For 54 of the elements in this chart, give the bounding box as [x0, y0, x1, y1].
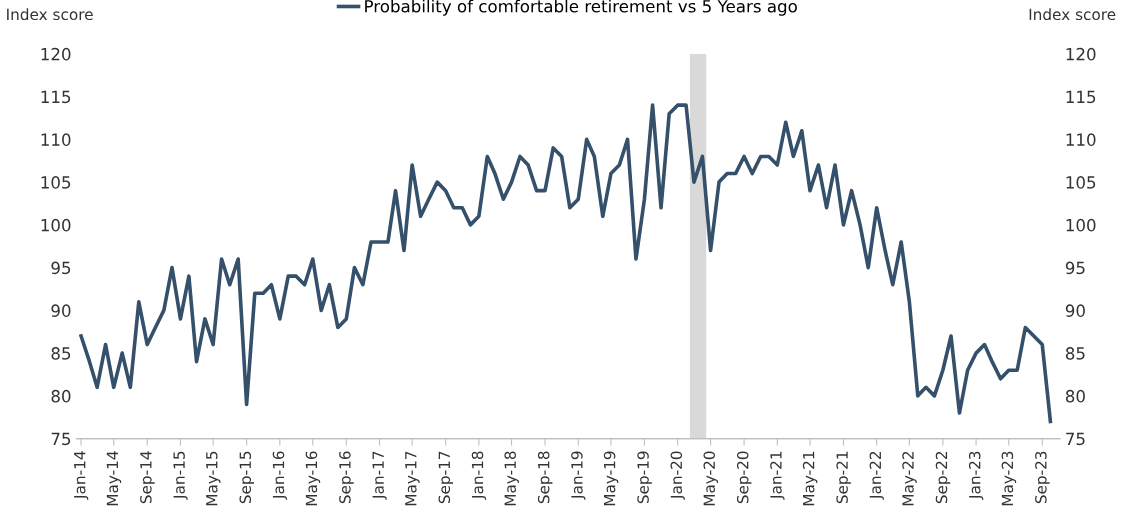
x-tick-label: Jan-16: [272, 451, 288, 500]
legend-label: Probability of comfortable retirement vs 5 Years ago: [365, 0, 797, 16]
line-series: [79, 103, 1053, 424]
x-tick-label: Sep-23: [1035, 451, 1050, 504]
y2-tick-label: 90: [1065, 304, 1085, 317]
x-tick-label: Jan-19: [571, 451, 586, 500]
x-tick-label: May-21: [802, 451, 818, 506]
x-tick-label: May-19: [603, 451, 619, 506]
y-tick-label: 120: [41, 47, 71, 61]
x-tick-label: May-22: [902, 451, 917, 506]
y2-tick-label: 110: [1066, 133, 1096, 146]
x-tick-label: May-16: [305, 451, 321, 506]
x-tick-label: Sep-19: [637, 451, 652, 504]
x-tick-label: Sep-18: [537, 451, 553, 504]
x-tick-label: Sep-17: [438, 451, 454, 504]
y2-tick-label: 120: [1066, 47, 1096, 61]
x-tick-label: Jan-17: [372, 451, 387, 500]
y-tick-label: 115: [41, 90, 71, 104]
y-tick-label: 90: [51, 304, 71, 317]
x-tick-label: Jan-14: [74, 451, 89, 500]
x-tick-label: Jan-23: [968, 451, 984, 500]
x-tick-label: May-20: [703, 451, 718, 506]
y2-tick-label: 80: [1065, 389, 1085, 403]
y2-axis-title: Index score: [1029, 8, 1116, 21]
x-tick-label: Sep-21: [836, 451, 851, 504]
x-tick-label: Jan-20: [670, 451, 685, 500]
y2-tick-label: 85: [1065, 347, 1085, 360]
x-tick-label: May-15: [206, 451, 221, 506]
y-tick-label: 95: [51, 261, 71, 275]
x-tick-label: Sep-20: [736, 451, 752, 504]
x-tick-label: Jan-21: [770, 451, 785, 500]
y2-tick-label: 115: [1066, 90, 1096, 104]
y-tick-label: 105: [41, 176, 71, 189]
y2-tick-label: 95: [1065, 261, 1085, 275]
x-tick-label: Sep-22: [935, 451, 951, 504]
x-tick-label: May-18: [504, 451, 519, 506]
x-tick-label: May-23: [1001, 451, 1017, 506]
x-tick-label: May-17: [405, 451, 420, 506]
y-tick-label: 75: [51, 432, 71, 446]
x-tick-label: May-14: [106, 451, 122, 506]
y2-tick-label: 100: [1066, 218, 1096, 232]
x-tick-label: Jan-22: [869, 451, 884, 500]
y-tick-label: 80: [51, 389, 71, 403]
x-tick-label: Sep-16: [339, 451, 354, 504]
x-tick-label: Sep-15: [239, 451, 254, 504]
y2-tick-label: 75: [1066, 432, 1085, 446]
y2-tick-label: 105: [1066, 176, 1096, 189]
y-tick-label: 85: [51, 347, 71, 360]
x-tick-label: Jan-15: [173, 451, 188, 500]
x-tick-label: Jan-18: [471, 451, 487, 500]
x-tick-label: Sep-14: [140, 451, 155, 504]
y-tick-label: 100: [41, 218, 71, 232]
y-tick-label: 110: [41, 133, 71, 146]
y-axis-title: Index score: [7, 8, 93, 21]
